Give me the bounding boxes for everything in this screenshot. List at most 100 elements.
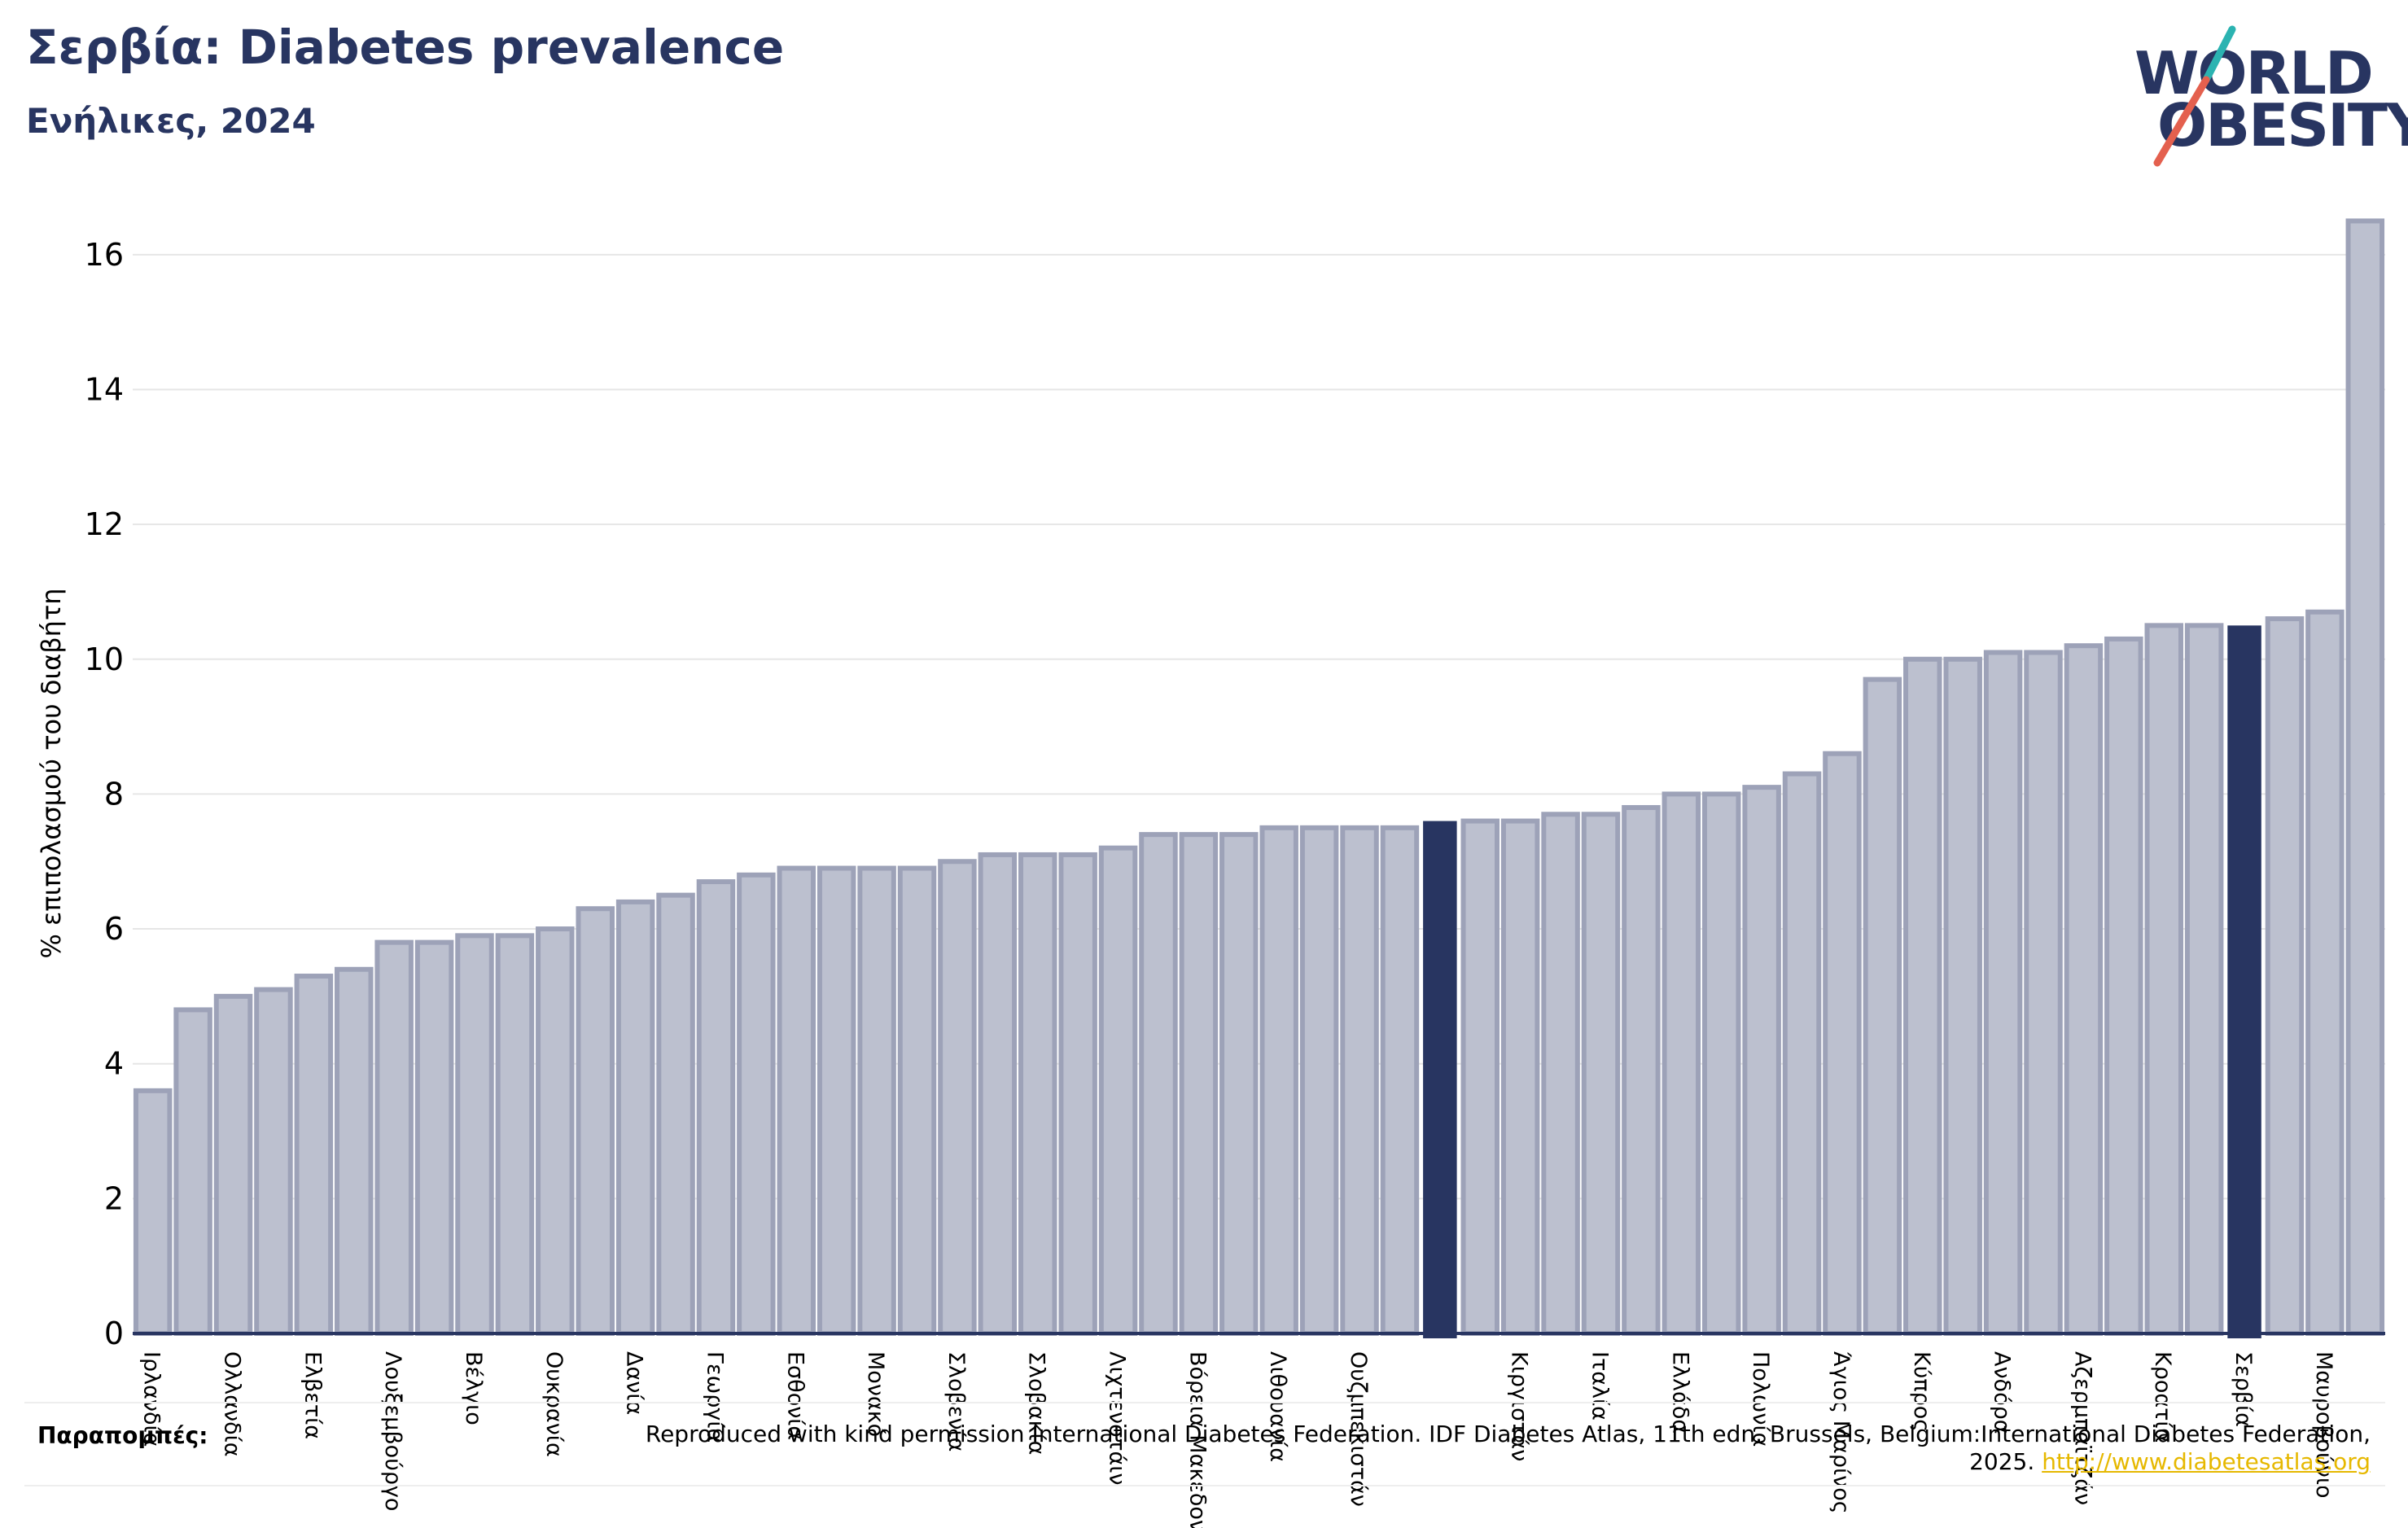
bar <box>2024 650 2063 1336</box>
x-tick-label: Ανδόρα <box>1990 1351 2015 1434</box>
bar <box>978 852 1018 1336</box>
bar <box>696 879 736 1337</box>
x-tick-label: Κιργιστάν <box>1507 1351 1532 1461</box>
bar <box>1018 852 1057 1336</box>
bar <box>1943 656 1982 1336</box>
bar <box>1340 825 1379 1336</box>
x-tick-label: Εσθονία <box>782 1351 808 1440</box>
y-tick-label: 0 <box>104 1316 124 1351</box>
x-tick-labels: Ιρλανδία Ολλανδία Ελβετία Λουξεμβούργο Βέλγι… <box>139 1351 2336 1528</box>
x-tick-label: Πολωνία <box>1748 1351 1773 1447</box>
bar <box>294 974 334 1336</box>
bar <box>495 933 535 1336</box>
bar <box>1139 832 1178 1336</box>
bar <box>335 966 374 1336</box>
bar <box>1782 771 1822 1336</box>
bar <box>938 859 977 1337</box>
bar <box>2064 643 2104 1336</box>
x-tick-label: Ελλάδα <box>1667 1351 1692 1434</box>
x-tick-label: Λουξεμβούργο <box>380 1351 405 1511</box>
bar <box>1219 832 1259 1336</box>
y-tick-label: 6 <box>104 911 124 947</box>
bar <box>777 865 817 1337</box>
x-tick-label: Κύπρος <box>1909 1351 1934 1432</box>
bar <box>857 865 896 1337</box>
bar <box>374 939 414 1336</box>
page-subtitle: Ενήλικες, 2024 <box>26 101 316 141</box>
x-tick-label: Λιχτενστάιν <box>1105 1351 1130 1486</box>
bar <box>1259 825 1298 1336</box>
x-tick-label: Σλοβενία <box>943 1351 969 1451</box>
bar <box>1983 650 2023 1336</box>
x-tick-label: Γεωργία <box>702 1351 727 1443</box>
bar <box>1500 818 1540 1336</box>
references-body: Reproduced with kind permission Internat… <box>645 1421 2371 1475</box>
bar <box>1581 812 1621 1336</box>
x-tick-label: Μονακό <box>863 1351 888 1437</box>
bar <box>576 906 615 1336</box>
bar <box>817 865 856 1337</box>
bar <box>1460 818 1500 1336</box>
x-tick-label: Ολλανδία <box>220 1351 245 1457</box>
world-obesity-logo: WORLD OBESITY <box>2125 23 2408 169</box>
bar <box>2104 636 2143 1336</box>
bar <box>414 939 454 1336</box>
x-tick-label: Ελβετία <box>300 1351 325 1439</box>
bar <box>213 993 253 1336</box>
bar <box>133 1088 173 1337</box>
x-tick-label: Άγιος Μαρίνος <box>1828 1351 1854 1514</box>
logo-line2: OBESITY <box>2157 91 2408 160</box>
bar <box>173 1007 212 1336</box>
x-tick-label: Ιταλία <box>1587 1351 1612 1421</box>
y-tick-label: 2 <box>104 1180 124 1216</box>
references-divider-bottom <box>24 1485 2385 1486</box>
references-link[interactable]: http://www.diabetesatlas.org <box>2042 1448 2371 1475</box>
x-tick-label: Ουζμπεκιστάν <box>1346 1351 1371 1507</box>
bar <box>1903 656 1942 1336</box>
references-divider-top <box>24 1402 2385 1403</box>
bar-highlight <box>2227 625 2261 1338</box>
bar <box>1380 825 1420 1336</box>
bar <box>2305 609 2345 1336</box>
logo-line1: WORLD <box>2134 39 2374 107</box>
bar <box>1742 785 1781 1336</box>
x-tick-label: Κροατία <box>2150 1351 2175 1443</box>
bar <box>656 892 695 1337</box>
x-tick-label: Σερβία <box>2231 1351 2256 1427</box>
bar <box>455 933 494 1336</box>
bar <box>897 865 937 1337</box>
bar-highlight <box>1423 821 1457 1338</box>
x-tick-label: Βέλγιο <box>461 1351 486 1425</box>
y-tick-label: 12 <box>85 506 124 542</box>
x-tick-label: Ουκρανία <box>541 1351 567 1457</box>
bar <box>1622 804 1661 1336</box>
x-tick-label: Λιθουανία <box>1265 1351 1290 1462</box>
bar <box>1662 791 1701 1336</box>
bar <box>2345 218 2385 1337</box>
bar <box>2144 623 2183 1336</box>
bar <box>1701 791 1741 1336</box>
y-tick-label: 16 <box>85 237 124 273</box>
bar <box>1179 832 1219 1336</box>
bar <box>1058 852 1097 1336</box>
logo-slash-icon <box>2153 25 2236 167</box>
y-tick-label: 14 <box>85 371 124 407</box>
x-tick-label: Ιρλανδία <box>139 1351 164 1447</box>
bars <box>133 218 2385 1338</box>
x-tick-label: Αζερμπαϊτζάν <box>2069 1351 2095 1505</box>
y-tick-label: 4 <box>104 1046 124 1082</box>
bar <box>1299 825 1339 1336</box>
y-axis-label: % επιπολασμού του διαβήτη <box>36 588 67 958</box>
bar <box>1823 751 1862 1336</box>
y-tick-labels: 0 2 4 6 8 10 12 14 16 <box>85 237 124 1351</box>
bar <box>536 926 575 1336</box>
bar <box>2265 616 2305 1336</box>
references-text: Reproduced with kind permission Internat… <box>580 1421 2371 1476</box>
bar <box>1541 812 1580 1336</box>
y-tick-label: 8 <box>104 776 124 812</box>
references-label: Παραπομπές: <box>37 1422 208 1449</box>
x-tick-label: Βόρεια Μακεδονία <box>1184 1351 1210 1528</box>
bar <box>254 987 293 1336</box>
bar <box>737 872 776 1337</box>
